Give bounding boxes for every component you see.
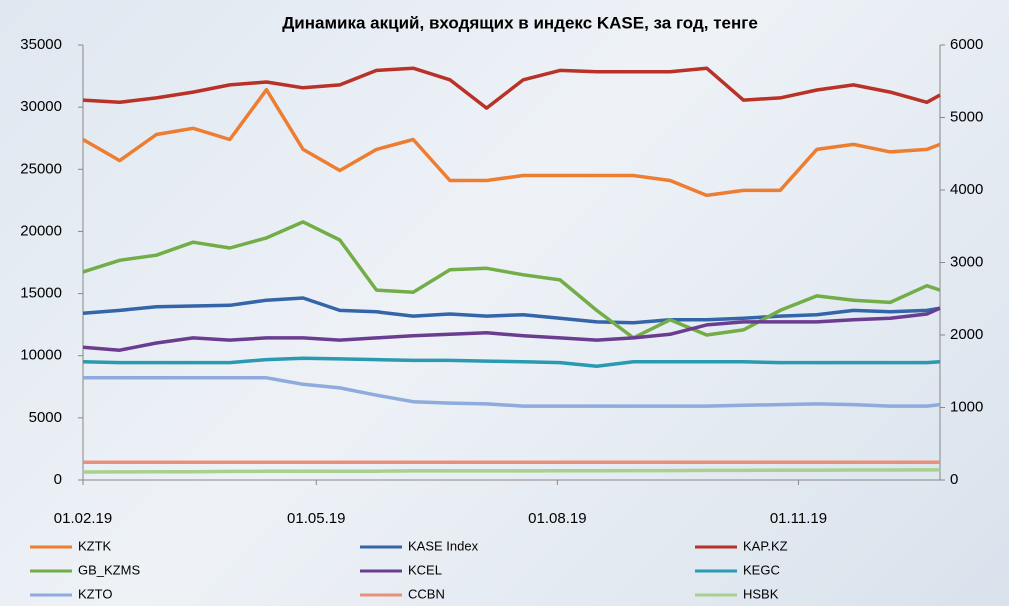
y-tick-label: 30000	[20, 98, 62, 115]
x-tick-label: 01.05.19	[287, 510, 345, 527]
legend-label: KCEL	[408, 562, 442, 577]
legend-label: KZTK	[78, 538, 112, 553]
series-line	[82, 87, 941, 198]
x-tick-label: 01.02.19	[54, 510, 112, 527]
y-tick-label: 35000	[20, 36, 62, 53]
series-line	[82, 220, 941, 340]
x-tick-label: 01.11.19	[770, 510, 827, 527]
legend-label: HSBK	[743, 586, 779, 601]
legend-label: GB_KZMS	[78, 562, 140, 577]
y-tick-label: 15000	[20, 285, 62, 302]
series-line	[82, 468, 940, 474]
series-line	[82, 66, 941, 110]
series-line	[83, 376, 941, 408]
legend-label: KEGC	[743, 562, 780, 577]
series-line	[82, 356, 941, 368]
legend-label: KAP.KZ	[743, 538, 788, 553]
y-tick-label: 20000	[20, 222, 62, 239]
y2-tick-label: 4000	[950, 181, 983, 198]
y2-tick-label: 2000	[950, 326, 983, 343]
y2-tick-label: 5000	[950, 108, 983, 125]
y2-tick-label: 1000	[950, 398, 983, 415]
legend-label: KASE Index	[408, 538, 479, 553]
y2-tick-label: 3000	[950, 253, 983, 270]
y2-tick-label: 6000	[950, 36, 983, 53]
x-tick-label: 01.08.19	[528, 510, 586, 527]
y-tick-label: 25000	[20, 160, 62, 177]
y-tick-label: 5000	[29, 409, 62, 426]
legend-label: KZTO	[78, 586, 112, 601]
y2-tick-label: 0	[950, 471, 958, 488]
chart-title: Динамика акций, входящих в индекс KASE, …	[282, 13, 758, 32]
y-tick-label: 0	[54, 471, 62, 488]
series-line	[82, 296, 941, 325]
y-tick-label: 10000	[20, 347, 62, 364]
legend-label: CCBN	[408, 586, 445, 601]
series-line	[82, 306, 941, 352]
